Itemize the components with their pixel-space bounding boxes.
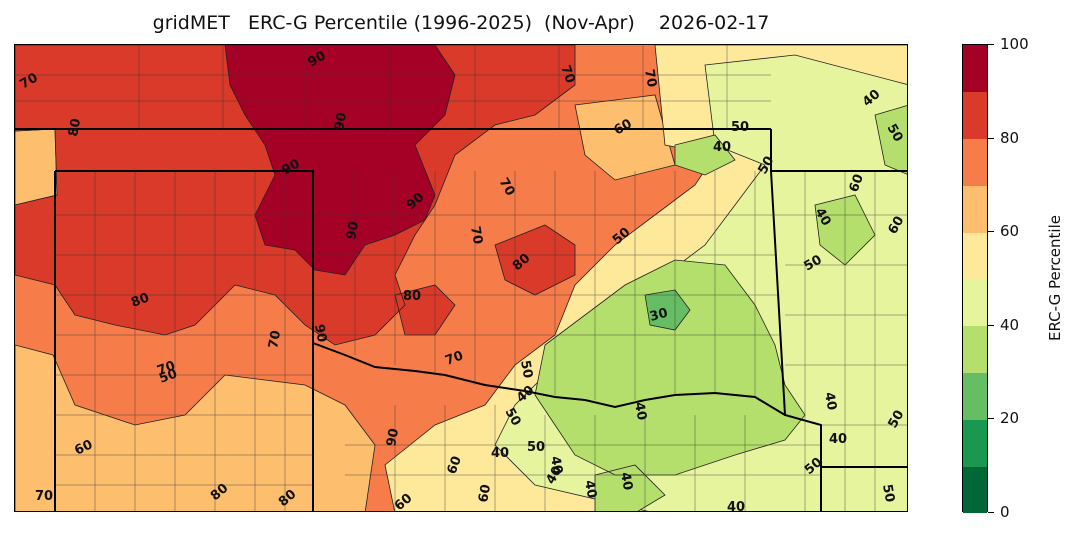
colorbar-segment [963, 325, 987, 374]
contour-label: 80 [129, 290, 151, 310]
contour-label: 80 [403, 289, 421, 304]
contour-label: 90 [344, 220, 362, 240]
contour-label: 90 [384, 427, 402, 447]
map-panel: 70 80 90 90 90 90 90 70 60 50 40 70 50 4… [14, 44, 908, 512]
contour-label: 60 [476, 483, 494, 503]
contour-label: 70 [266, 329, 284, 349]
colorbar-tick [988, 418, 994, 420]
contour-label: 40 [727, 500, 745, 512]
colorbar-tick [988, 512, 994, 513]
colorbar-segment [963, 279, 987, 327]
colorbar-tick-label: 20 [1000, 409, 1020, 428]
zone-20-30 [644, 289, 691, 331]
contour-label: 40 [713, 140, 731, 155]
percentile-map: 70 80 90 90 90 90 90 70 60 50 40 70 50 4… [15, 45, 908, 512]
contour-label: 60 [445, 454, 465, 476]
contour-label: 50 [157, 366, 179, 386]
colorbar-segment [963, 232, 987, 280]
contour-label: 40 [631, 401, 649, 421]
state-boundaries [15, 128, 907, 511]
contour-label: 50 [879, 483, 897, 503]
contour-label: 50 [527, 440, 545, 455]
colorbar-segment [963, 185, 987, 233]
contour-label: 80 [66, 117, 84, 137]
colorbar-label: ERC-G Percentile [1046, 215, 1064, 341]
colorbar-tick [988, 231, 994, 233]
colorbar-tick-label: 80 [1000, 128, 1020, 147]
colorbar-tick-label: 60 [1000, 222, 1020, 241]
colorbar-tick [988, 137, 994, 139]
contour-label: 60 [885, 214, 907, 237]
contour-label: 40 [829, 432, 847, 447]
colorbar-tick [988, 44, 994, 45]
contour-label: 90 [311, 323, 329, 343]
zone-90-100 [224, 45, 456, 276]
colorbar-tick-label: 100 [1000, 35, 1029, 53]
colorbar-segment [963, 419, 987, 467]
colorbar-segment [963, 466, 987, 514]
contour-label: 70 [443, 348, 465, 368]
contour-label: 50 [731, 120, 749, 135]
contour-label: 40 [547, 455, 565, 475]
map-title: gridMET ERC-G Percentile (1996-2025) (No… [152, 12, 770, 34]
contour-label: 60 [847, 172, 867, 194]
colorbar-tick [988, 324, 994, 326]
contour-label: 70 [557, 63, 577, 85]
contour-label: 70 [467, 225, 485, 245]
contour-label: 50 [885, 408, 907, 431]
contour-label: 90 [332, 111, 350, 131]
contour-label: 40 [617, 471, 635, 491]
county-lines [15, 45, 907, 511]
contour-label: 40 [581, 479, 599, 499]
colorbar-tick-label: 40 [1000, 315, 1020, 334]
contour-labels: 70 80 90 90 90 90 90 70 60 50 40 70 50 4… [18, 48, 908, 512]
colorbar [962, 44, 988, 514]
contour-label: 60 [72, 437, 95, 458]
colorbar-tick-label: 0 [1000, 503, 1010, 521]
colorbar-segment [963, 45, 987, 93]
colorbar-segment [963, 138, 987, 186]
contour-label: 70 [35, 489, 53, 504]
contour-label: 30 [648, 306, 669, 325]
contour-label: 40 [491, 446, 509, 461]
contour-label: 70 [641, 68, 659, 88]
contour-label: 40 [821, 391, 839, 411]
colorbar-segment [963, 372, 987, 420]
contour-label: 70 [155, 358, 177, 378]
colorbar-segment [963, 91, 987, 140]
contour-label: 50 [517, 359, 535, 379]
